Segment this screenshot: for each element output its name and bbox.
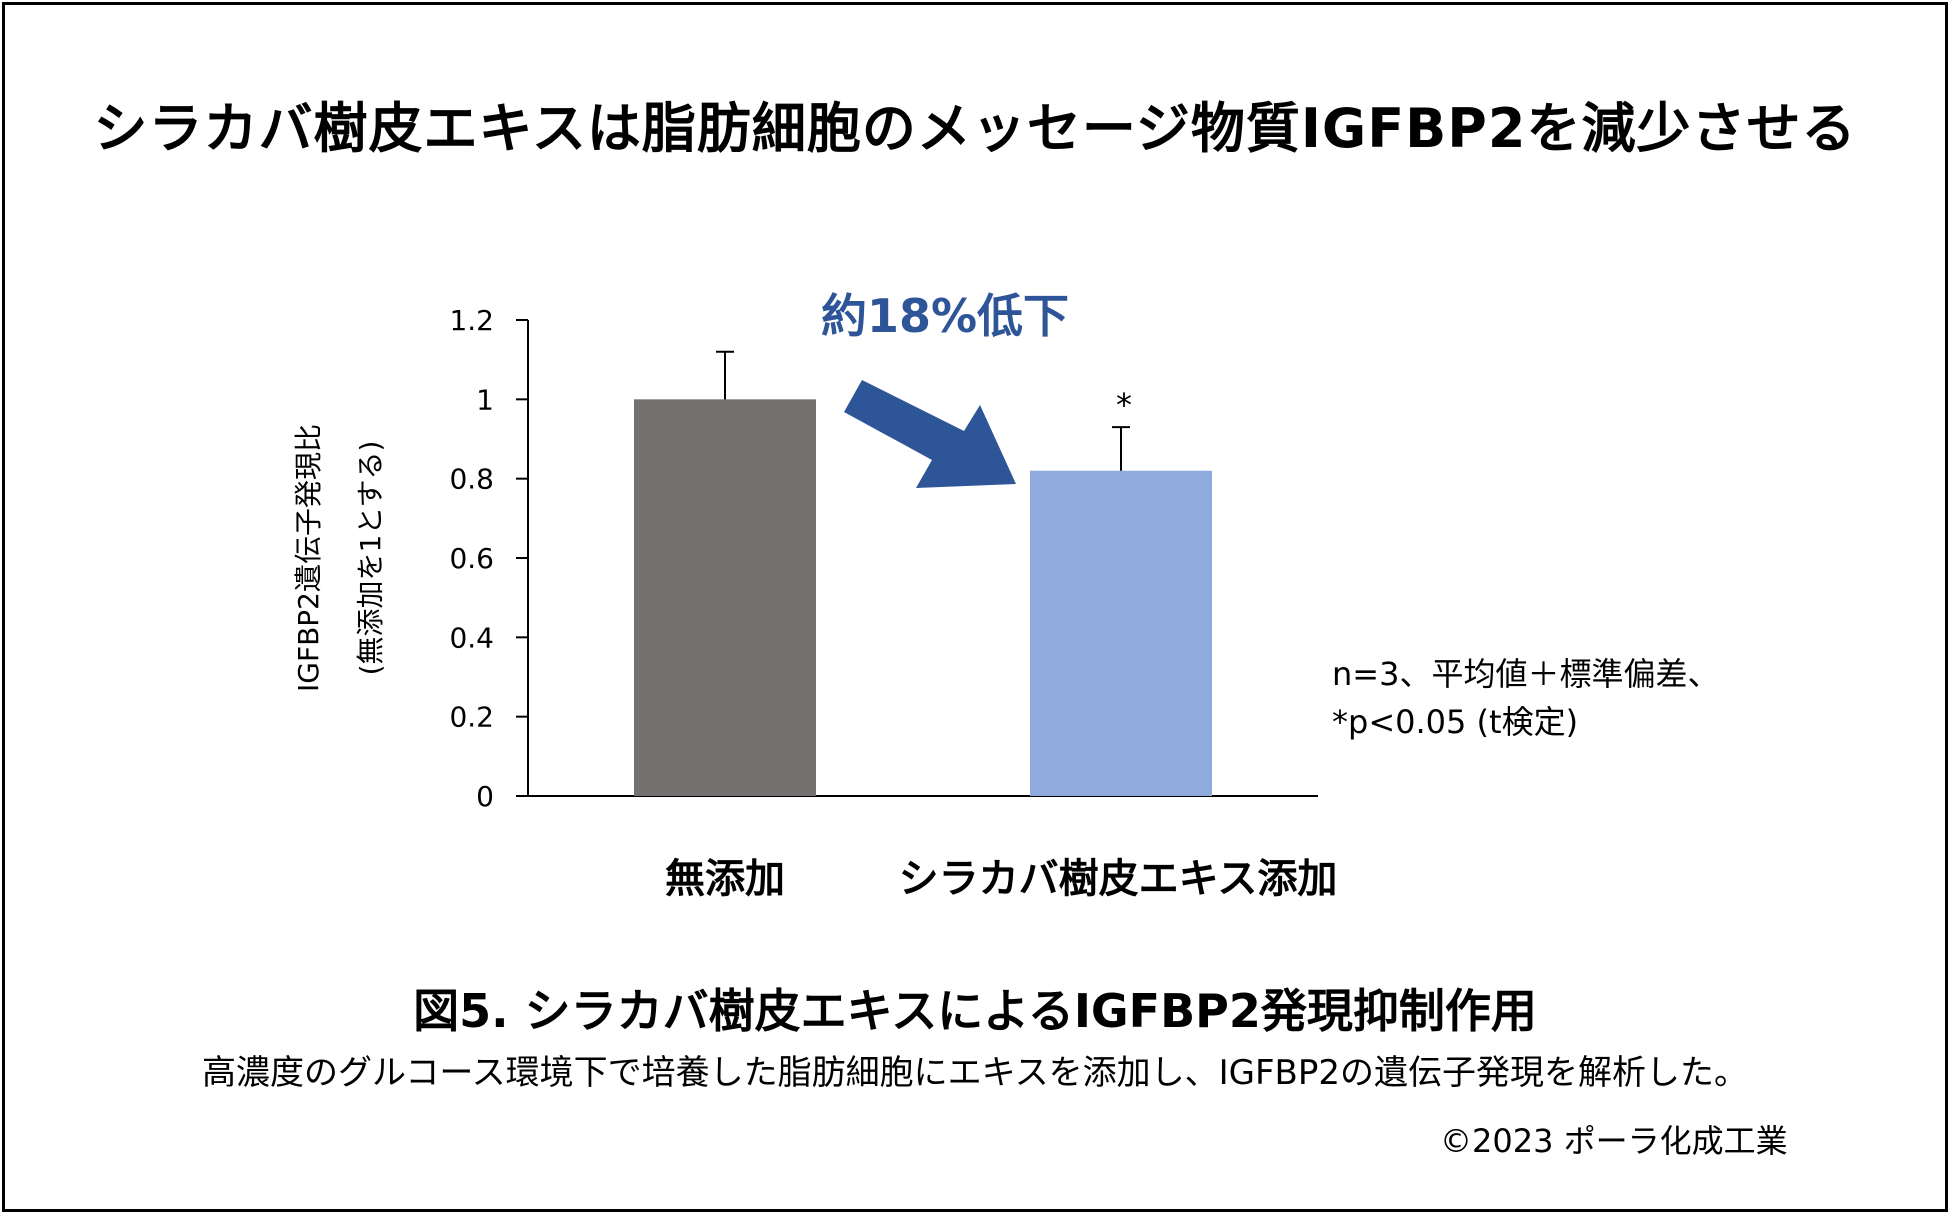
decrease-callout: 約18%低下	[821, 289, 1069, 343]
y-tick-label: 0.4	[449, 621, 494, 654]
y-axis-label: IGFBP2遺伝子発現比 (無添加を1とする)	[292, 424, 387, 692]
main-title: シラカバ樹皮エキスは脂肪細胞のメッセージ物質IGFBP2を減少させる	[93, 97, 1857, 160]
note-line-1: n=3、平均値＋標準偏差、	[1332, 655, 1720, 693]
copyright-notice: ©2023 ポーラ化成工業	[1440, 1122, 1788, 1160]
bar-2	[1030, 470, 1212, 796]
y-tick-label: 1.2	[449, 304, 494, 337]
y-tick-label: 0.6	[449, 542, 494, 575]
arrow-icon	[844, 380, 1016, 488]
figure-caption: 図5. シラカバ樹皮エキスによるIGFBP2発現抑制作用	[413, 984, 1537, 1038]
figure-description: 高濃度のグルコース環境下で培養した脂肪細胞にエキスを添加し、IGFBP2の遺伝子…	[202, 1053, 1748, 1093]
chart-bars	[634, 350, 1212, 796]
y-axis-label-line-1: IGFBP2遺伝子発現比	[292, 424, 325, 692]
note-line-2: *p<0.05 (t検定)	[1332, 703, 1579, 741]
y-tick-label: 0.8	[449, 463, 494, 496]
x-category-label: シラカバ樹皮エキス添加	[899, 856, 1338, 902]
statistics-notes: n=3、平均値＋標準偏差、 *p<0.05 (t検定)	[1332, 650, 1719, 746]
decrease-arrow	[844, 380, 1016, 488]
y-axis-label-line-2: (無添加を1とする)	[354, 441, 387, 676]
y-tick-labels: 0 0.2 0.4 0.6 0.8 1 1.2	[449, 304, 494, 813]
bar-1	[634, 399, 816, 796]
y-tick-label: 0	[476, 780, 494, 813]
x-category-labels: 無添加 シラカバ樹皮エキス添加	[665, 856, 1337, 902]
y-tick-label: 1	[476, 383, 494, 416]
y-tick-label: 0.2	[449, 701, 494, 734]
significance-mark: *	[1116, 386, 1132, 424]
x-category-label: 無添加	[665, 856, 785, 902]
